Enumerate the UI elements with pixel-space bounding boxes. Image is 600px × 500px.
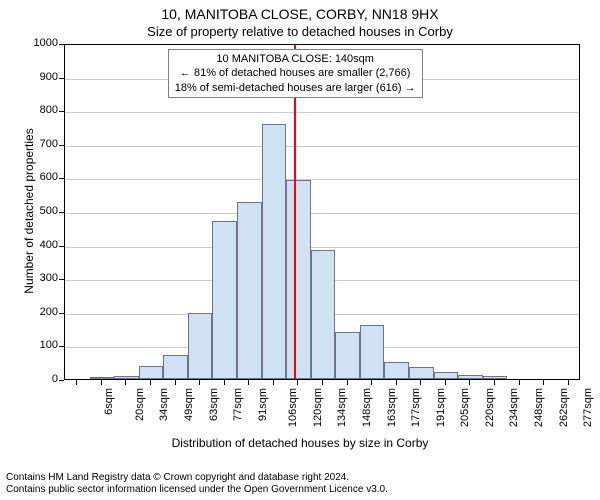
x-tick-label: 49sqm xyxy=(183,388,195,421)
annotation-box: 10 MANITOBA CLOSE: 140sqm← 81% of detach… xyxy=(168,49,423,98)
x-tick-label: 20sqm xyxy=(134,388,146,421)
x-tick-label: 205sqm xyxy=(459,388,471,427)
x-tick-label: 77sqm xyxy=(232,388,244,421)
x-tick-label: 220sqm xyxy=(484,388,496,427)
x-tick-label: 234sqm xyxy=(509,388,521,427)
histogram-bar xyxy=(483,376,508,379)
histogram-bar xyxy=(286,180,311,379)
x-tick-label: 148sqm xyxy=(361,388,373,427)
x-tick-label: 6sqm xyxy=(103,388,115,415)
annotation-line-2: ← 81% of detached houses are smaller (2,… xyxy=(175,66,416,80)
histogram-bar xyxy=(237,202,262,379)
histogram-bar xyxy=(335,332,360,379)
x-tick-label: 163sqm xyxy=(386,388,398,427)
chart-title-main: 10, MANITOBA CLOSE, CORBY, NN18 9HX xyxy=(0,6,600,22)
histogram-bar xyxy=(163,355,188,379)
y-tick-label: 900 xyxy=(22,71,58,83)
histogram-bar xyxy=(139,366,164,379)
y-tick-label: 100 xyxy=(22,339,58,351)
x-tick-label: 191sqm xyxy=(435,388,447,427)
histogram-bar xyxy=(434,372,459,379)
x-tick-label: 248sqm xyxy=(533,388,545,427)
y-tick-label: 1000 xyxy=(22,37,58,49)
x-axis-title: Distribution of detached houses by size … xyxy=(0,436,600,450)
histogram-bar xyxy=(212,221,237,379)
histogram-bar xyxy=(114,376,139,379)
y-axis-title: Number of detached properties xyxy=(22,111,36,311)
footer-line-2: Contains public sector information licen… xyxy=(6,484,388,496)
histogram-bar xyxy=(262,124,287,379)
x-tick-label: 34sqm xyxy=(158,388,170,421)
histogram-bar xyxy=(90,377,115,379)
chart-title-sub: Size of property relative to detached ho… xyxy=(0,24,600,39)
y-tick-label: 0 xyxy=(22,373,58,385)
x-tick-label: 277sqm xyxy=(582,388,594,427)
x-tick-label: 134sqm xyxy=(337,388,349,427)
histogram-bar xyxy=(384,362,409,379)
x-tick-label: 63sqm xyxy=(208,388,220,421)
x-tick-label: 106sqm xyxy=(287,388,299,427)
histogram-bar xyxy=(458,375,483,379)
x-tick-label: 262sqm xyxy=(558,388,570,427)
histogram-bar xyxy=(409,367,434,379)
x-tick-label: 120sqm xyxy=(312,388,324,427)
annotation-line-3: 18% of semi-detached houses are larger (… xyxy=(175,81,416,95)
histogram-bar xyxy=(311,250,336,379)
chart-container: 10, MANITOBA CLOSE, CORBY, NN18 9HX Size… xyxy=(0,0,600,500)
plot-area: 10 MANITOBA CLOSE: 140sqm← 81% of detach… xyxy=(64,44,580,380)
footer-line-1: Contains HM Land Registry data © Crown c… xyxy=(6,472,349,484)
histogram-bar xyxy=(188,313,213,379)
x-tick-label: 91sqm xyxy=(257,388,269,421)
annotation-line-1: 10 MANITOBA CLOSE: 140sqm xyxy=(175,52,416,66)
histogram-bar xyxy=(360,325,385,379)
x-tick-label: 177sqm xyxy=(410,388,422,427)
